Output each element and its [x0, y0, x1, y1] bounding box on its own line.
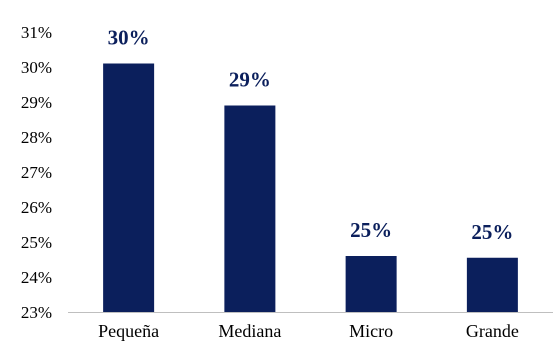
category-label: Grande: [466, 321, 519, 341]
bar: [466, 257, 518, 312]
bars: [103, 63, 518, 312]
category-label: Micro: [349, 321, 393, 341]
bar: [103, 63, 155, 312]
y-tick-label: 29%: [21, 93, 52, 112]
category-label: Pequeña: [98, 321, 159, 341]
y-tick-label: 25%: [21, 233, 52, 252]
y-tick-label: 28%: [21, 128, 52, 147]
y-tick-label: 26%: [21, 198, 52, 217]
data-label: 30%: [108, 26, 150, 50]
y-tick-label: 23%: [21, 303, 52, 322]
y-tick-label: 27%: [21, 163, 52, 182]
data-label: 25%: [350, 218, 392, 242]
category-labels: Pequeña Mediana Micro Grande: [98, 321, 519, 341]
y-tick-label: 24%: [21, 268, 52, 287]
data-label: 25%: [471, 220, 513, 244]
bar: [345, 256, 397, 312]
bar: [224, 105, 276, 312]
y-tick-label: 30%: [21, 58, 52, 77]
data-label: 29%: [229, 68, 271, 92]
data-labels: 30% 29% 25% 25%: [108, 26, 514, 244]
category-label: Mediana: [218, 321, 281, 341]
y-tick-label: 31%: [21, 23, 52, 42]
y-axis-ticks: 23% 24% 25% 26% 27% 28% 29% 30% 31%: [21, 23, 52, 322]
